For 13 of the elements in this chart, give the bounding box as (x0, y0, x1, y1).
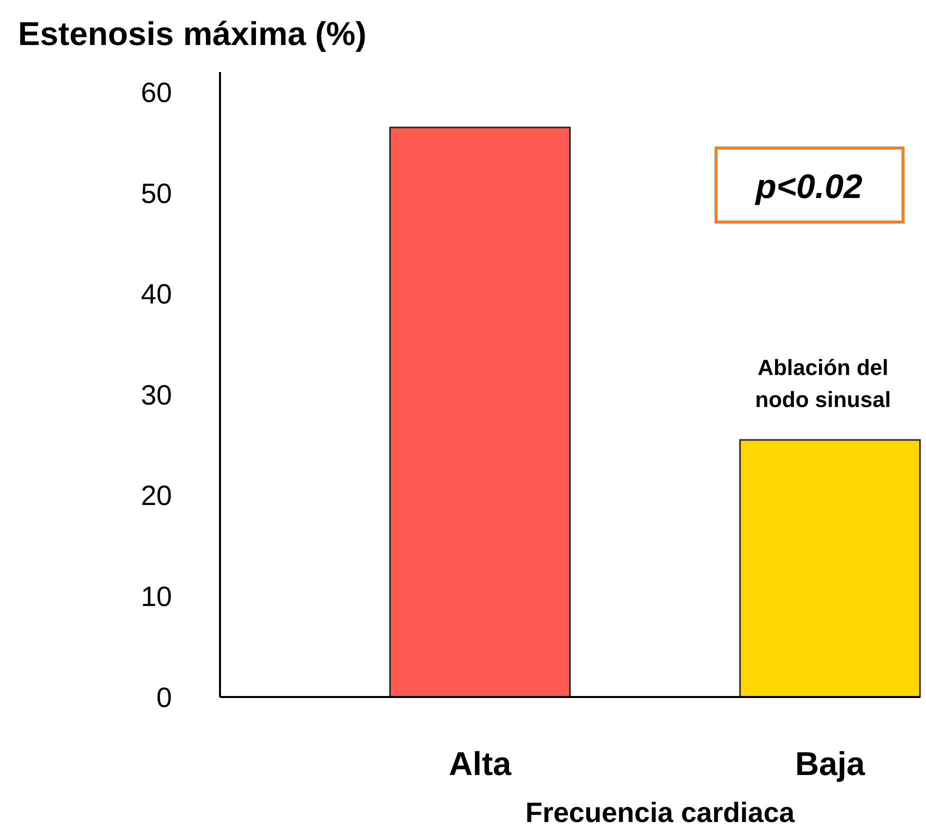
y-tick-label: 30 (140, 379, 172, 410)
x-tick-label: Alta (448, 745, 512, 782)
annotation: Ablación del nodo sinusal (755, 354, 891, 412)
annotation: p<0.02 (754, 168, 862, 206)
chart-title: Estenosis máxima (%) (18, 15, 366, 52)
y-tick-label: 40 (140, 278, 172, 310)
y-tick-label: 10 (140, 580, 172, 612)
x-tick-label: Baja (795, 745, 866, 782)
y-tick-label: 60 (140, 76, 172, 108)
x-axis-title: Frecuencia cardiaca (525, 797, 796, 828)
y-tick-label: 0 (156, 682, 172, 713)
y-tick-label: 20 (140, 480, 172, 512)
y-tick-label: 50 (140, 178, 172, 209)
